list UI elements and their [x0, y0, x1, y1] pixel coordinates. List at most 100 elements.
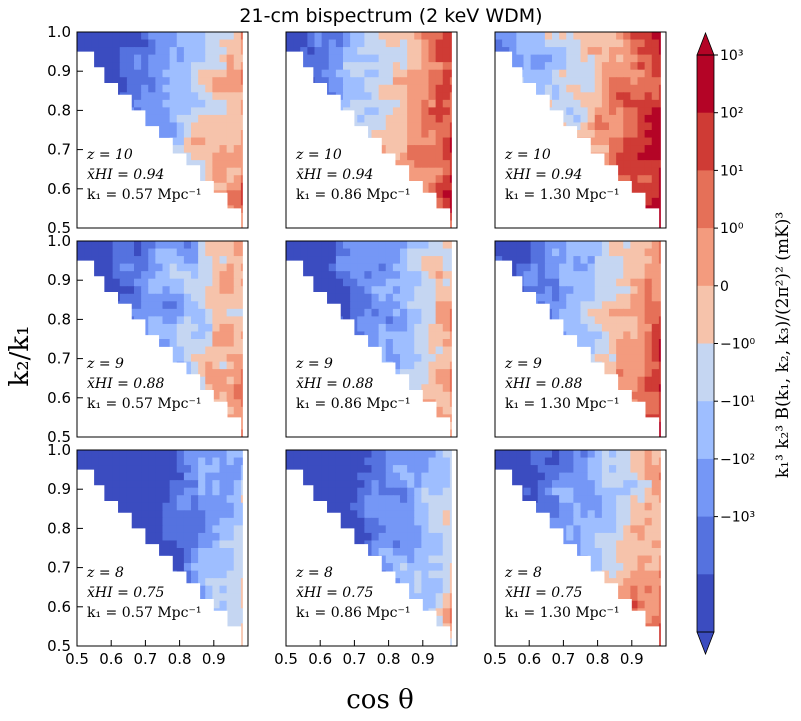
contour-cell — [644, 114, 653, 124]
contour-cell — [523, 32, 532, 41]
contour-cell — [119, 84, 128, 93]
contour-cell — [414, 130, 422, 139]
contour-cell — [198, 248, 206, 257]
contour-cell — [205, 316, 213, 325]
contour-cell — [112, 480, 121, 489]
contour-cell — [169, 354, 178, 363]
contour-cell — [328, 77, 337, 86]
contour-cell — [226, 316, 235, 325]
contour-cell — [371, 114, 380, 124]
contour-cell — [148, 114, 156, 124]
contour-cell — [335, 263, 344, 272]
contour-cell — [212, 369, 221, 378]
contour-cell — [407, 369, 415, 378]
contour-cell — [400, 256, 408, 265]
contour-cell — [421, 69, 430, 78]
contour-cell — [609, 137, 617, 146]
contour-cell — [198, 99, 206, 108]
contour-cell — [162, 263, 171, 272]
contour-cell — [126, 457, 135, 466]
contour-cell — [644, 99, 653, 108]
contour-cell — [435, 465, 444, 474]
contour-cell — [191, 316, 199, 325]
contour-cell — [226, 578, 235, 587]
contour-cell — [442, 137, 451, 146]
contour-cell — [191, 47, 199, 56]
neutral-fraction-label: x̄HI = 0.88 — [87, 376, 165, 392]
contour-cell — [392, 248, 401, 257]
contour-cell — [442, 457, 451, 466]
contour-cell — [378, 77, 387, 86]
contour-cell — [435, 532, 444, 542]
contour-cell — [77, 47, 85, 56]
contour-cell — [300, 480, 308, 489]
contour-cell — [651, 47, 660, 56]
contour-cell — [105, 77, 114, 86]
contour-cell — [321, 457, 330, 466]
contour-cell — [392, 271, 401, 280]
contour-cell — [364, 480, 373, 489]
contour-cell — [573, 107, 582, 116]
contour-cell — [523, 271, 532, 280]
no-data-region — [286, 51, 457, 228]
contour-cell — [91, 32, 99, 41]
contour-cell — [371, 77, 380, 86]
contour-cell — [314, 69, 323, 78]
contour-cell — [321, 495, 330, 504]
contour-cell — [364, 69, 373, 78]
contour-cell — [623, 301, 631, 310]
contour-cell — [544, 286, 553, 295]
contour-cell — [428, 47, 437, 56]
contour-cell — [442, 548, 451, 557]
contour-cell — [364, 114, 373, 124]
contour-cell — [141, 47, 149, 56]
contour-cell — [112, 487, 121, 496]
contour-cell — [435, 548, 444, 557]
contour-cell — [623, 369, 631, 378]
contour-cell — [134, 472, 142, 481]
contour-cell — [385, 293, 394, 302]
contour-cell — [169, 563, 178, 572]
contour-cell — [428, 339, 437, 348]
contour-cell — [580, 62, 589, 71]
contour-cell — [594, 241, 603, 250]
contour-cell — [385, 107, 394, 116]
contour-cell — [212, 339, 221, 348]
contour-cell — [364, 301, 373, 310]
contour-cell — [364, 323, 373, 333]
contour-cell — [651, 391, 660, 400]
contour-cell — [328, 69, 337, 78]
contour-cell — [219, 391, 228, 400]
contour-cell — [594, 286, 603, 295]
contour-cell — [644, 92, 653, 101]
contour-cell — [286, 457, 294, 466]
contour-cell — [637, 263, 646, 272]
contour-cell — [378, 32, 387, 41]
contour-cell — [126, 32, 135, 41]
contour-cell — [183, 84, 192, 93]
contour-cell — [421, 122, 430, 131]
contour-cell — [385, 480, 394, 489]
contour-cell — [530, 271, 539, 280]
contour-cell — [407, 308, 415, 317]
contour-cell — [630, 346, 639, 355]
contour-cell — [616, 122, 624, 131]
contour-cell — [414, 369, 422, 378]
contour-cell — [364, 502, 373, 511]
contour-cell — [371, 465, 380, 474]
contour-cell — [637, 160, 646, 169]
contour-cell — [183, 457, 192, 466]
contour-cell — [176, 548, 185, 557]
contour-cell — [616, 152, 624, 161]
contour-cell — [226, 376, 235, 385]
contour-cell — [176, 316, 185, 325]
contour-cell — [407, 99, 415, 108]
contour-cell — [371, 39, 380, 48]
contour-cell — [219, 278, 228, 287]
contour-cell — [357, 286, 365, 295]
contour-cell — [378, 316, 387, 325]
contour-cell — [392, 540, 401, 549]
contour-cell — [105, 263, 114, 272]
contour-cell — [530, 32, 539, 41]
contour-cell — [91, 263, 99, 272]
